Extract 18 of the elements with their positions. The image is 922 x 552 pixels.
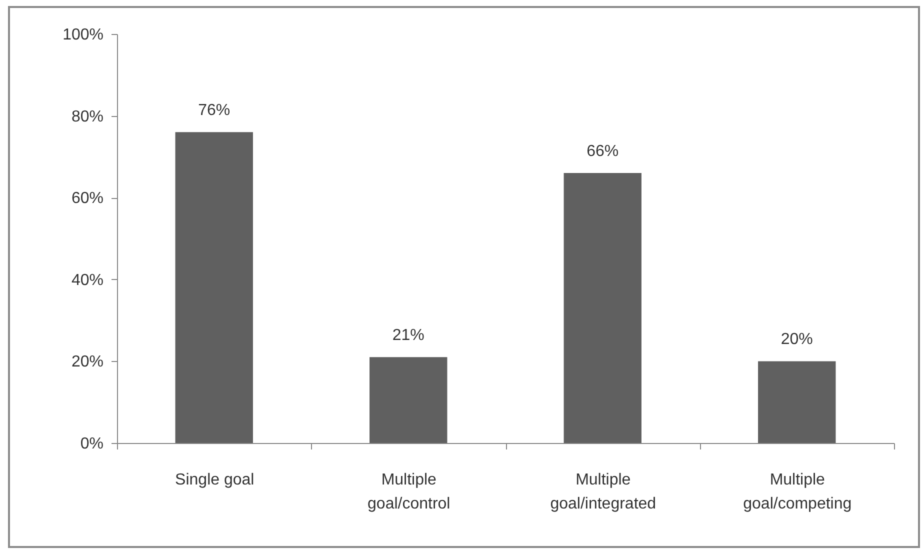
y-tick-label: 60% <box>71 190 104 208</box>
y-tick-label: 40% <box>71 272 104 289</box>
data-label: 76% <box>198 102 230 120</box>
bar <box>564 173 642 443</box>
bar <box>758 361 836 443</box>
data-label: 66% <box>586 143 619 160</box>
x-tick-label: Multiple goal/control <box>368 472 450 512</box>
bar <box>370 357 448 443</box>
bar <box>175 132 253 443</box>
x-tick-label: Single goal <box>175 472 254 488</box>
y-tick-label: 20% <box>71 354 104 371</box>
x-tick-label: Multiple goal/competing <box>743 472 852 512</box>
y-tick-label: 100% <box>62 26 104 44</box>
data-label: 20% <box>780 331 813 348</box>
x-tick-label: Multiple goal/integrated <box>550 472 656 512</box>
y-tick-label: 80% <box>71 108 104 126</box>
data-label: 21% <box>392 327 424 344</box>
y-tick-label: 0% <box>80 436 104 452</box>
